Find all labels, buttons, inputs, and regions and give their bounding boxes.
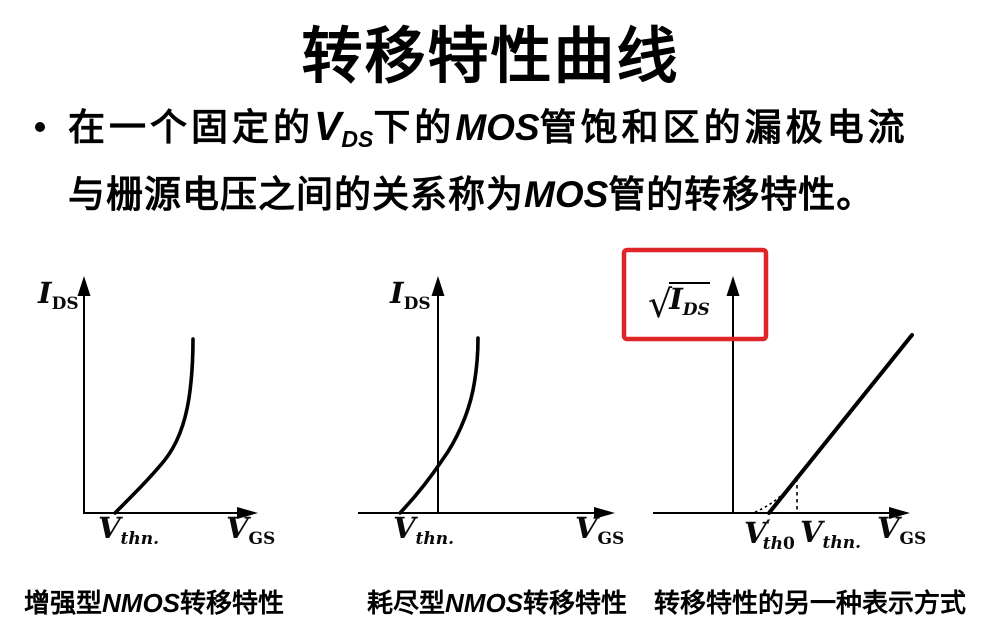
bullet-line2-pre: 与栅源电压之间的关系称为 — [68, 174, 524, 215]
radical-sign-icon: √ — [648, 282, 673, 326]
nmos-word: NMOS — [102, 588, 181, 618]
bullet-line1-mid: 下的 — [373, 107, 456, 148]
bullet-line1-pre: 在一个固定的 — [68, 107, 314, 148]
dep-x-axis-label: VGS — [575, 511, 625, 549]
highlight-box — [621, 247, 769, 342]
sqrt-extrapolation-line — [767, 333, 914, 515]
enh-x-arrow-icon — [237, 507, 258, 519]
enh-vthn-label: Vthn. — [98, 511, 160, 549]
caption-sqrt-form: 转移特性的另一种表示方式 — [654, 588, 967, 618]
bullet-line-1: 在一个固定的VDS下的MOS管饱和区的漏极电流 — [68, 97, 909, 151]
enh-y-axis-label: IDS — [38, 276, 79, 314]
page-title: 转移特性曲线 — [301, 24, 680, 91]
bullet-line2-post: 管的转移特性。 — [608, 174, 875, 215]
sqrt-x-arrow-icon — [889, 507, 910, 519]
enh-transfer-curve — [113, 337, 195, 515]
caption-enhancement: 增强型NMOS转移特性 — [24, 588, 285, 618]
enh-x-axis-label: VGS — [226, 511, 276, 549]
sqrt-y-arrow-icon — [726, 276, 740, 296]
bullet-line-2: 与栅源电压之间的关系称为MOS管的转移特性。 — [68, 164, 874, 218]
dep-vthn-label: Vthn. — [393, 511, 455, 549]
chart-depletion — [358, 276, 615, 519]
dep-x-arrow-icon — [594, 507, 615, 519]
mos-word: MOS — [455, 107, 540, 148]
mos-word: MOS — [524, 174, 609, 215]
sqrt-y-axis-label: √IDS — [648, 282, 710, 326]
vds-symbol: VDS — [314, 103, 374, 152]
nmos-word: NMOS — [445, 588, 524, 618]
bullet-line1-post: 管饱和区的漏极电流 — [539, 107, 909, 148]
chart-sqrt-form — [621, 247, 914, 519]
sqrt-vthn-label: Vthn. — [800, 515, 862, 553]
sqrt-vth0-label: V′th0 — [744, 515, 795, 554]
sqrt-x-axis-label: VGS — [877, 511, 927, 549]
chart-enhancement — [77, 276, 258, 519]
caption-depletion: 耗尽型NMOS转移特性 — [367, 588, 628, 618]
bullet-icon — [35, 122, 45, 132]
dep-y-arrow-icon — [431, 276, 445, 296]
enh-y-arrow-icon — [77, 276, 91, 296]
dep-y-axis-label: IDS — [390, 276, 431, 314]
dep-transfer-curve — [398, 336, 480, 515]
